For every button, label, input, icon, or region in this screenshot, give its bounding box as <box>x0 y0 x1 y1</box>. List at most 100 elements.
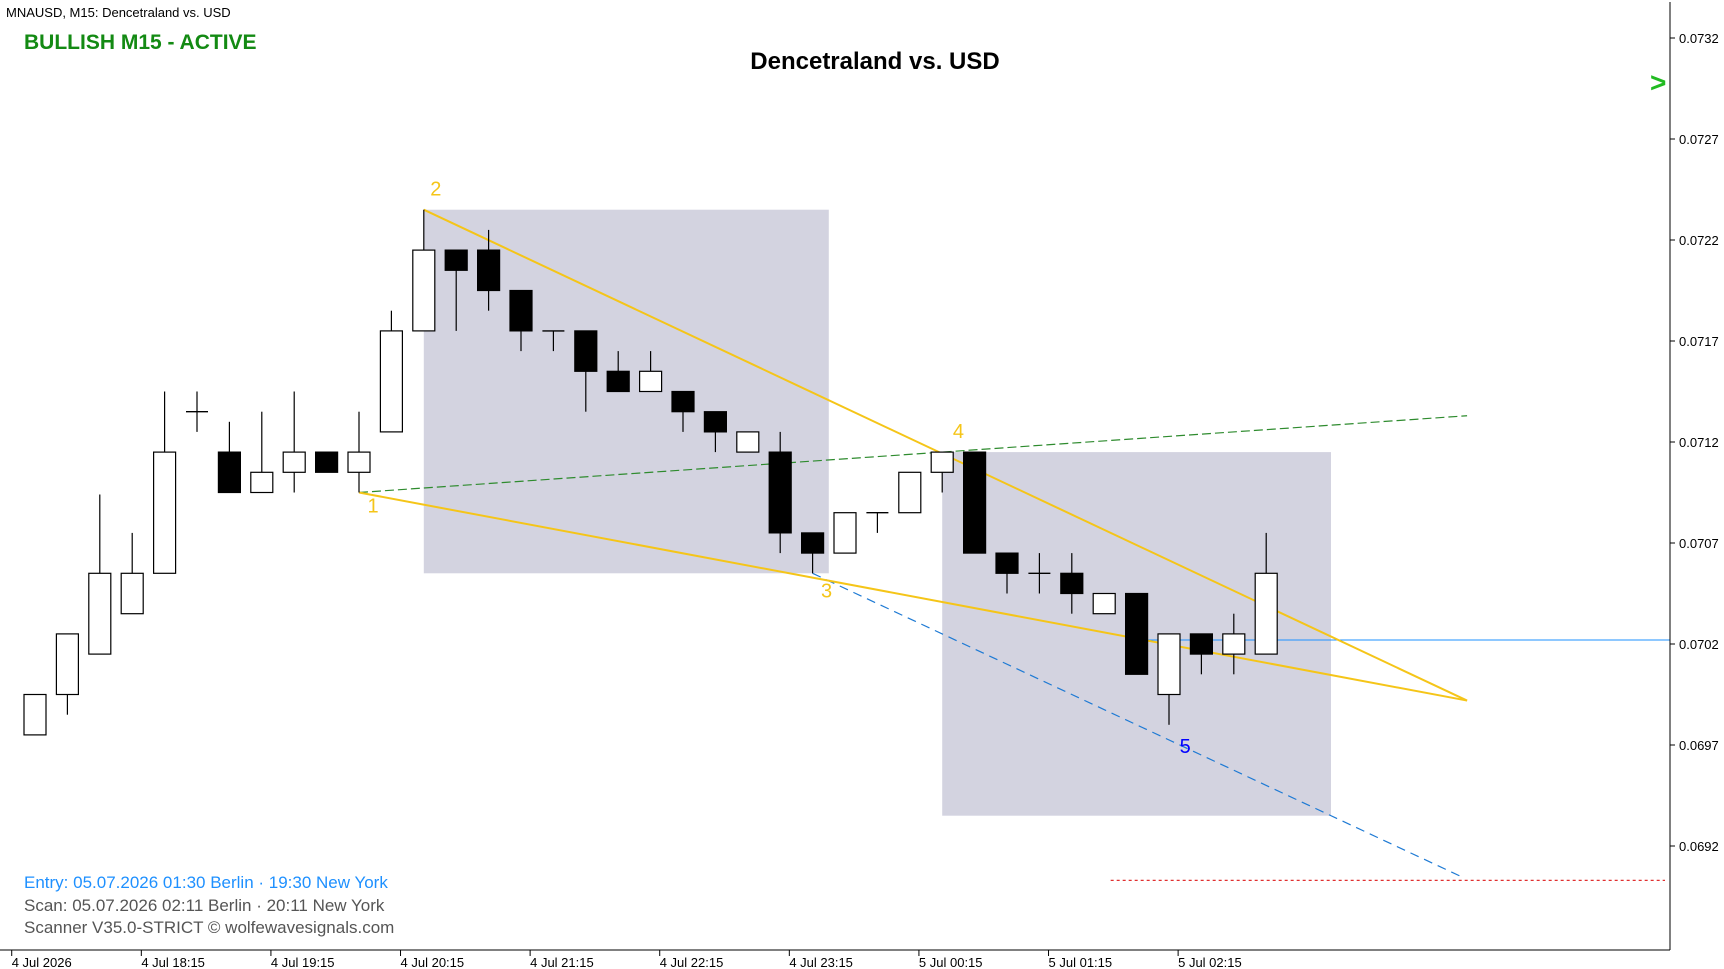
price-tick-label: 0.0722 <box>1679 233 1719 248</box>
candle-body <box>379 330 403 433</box>
candles <box>23 209 1278 736</box>
wave-label-5: 5 <box>1180 736 1191 758</box>
time-tick-label: 4 Jul 2026 <box>12 955 72 969</box>
candle-body <box>1254 572 1278 655</box>
candle <box>55 633 80 715</box>
candle-body <box>250 471 274 494</box>
wave-labels: 1 2 3 4 5 <box>367 179 1190 758</box>
candle <box>444 249 468 331</box>
candle <box>1189 633 1214 675</box>
time-tick-label: 4 Jul 22:15 <box>660 955 724 969</box>
time-tick-label: 4 Jul 18:15 <box>141 955 205 969</box>
candle-body <box>671 390 695 413</box>
candle <box>88 494 112 655</box>
candle-body <box>995 552 1019 574</box>
candle <box>606 351 630 393</box>
candle-body <box>477 249 501 292</box>
candle <box>23 693 47 736</box>
price-tick-label: 0.0727 <box>1679 132 1719 147</box>
candle <box>800 532 825 574</box>
candle <box>638 351 663 393</box>
candle-body <box>574 330 598 372</box>
candle <box>1092 592 1116 615</box>
candle <box>347 411 371 493</box>
candle-body <box>898 471 922 514</box>
candle <box>153 391 177 574</box>
price-tick-label: 0.0707 <box>1679 536 1719 551</box>
time-tick-label: 4 Jul 23:15 <box>789 955 853 969</box>
candle-body <box>412 249 436 332</box>
scan-info: Scan: 05.07.2026 02:11 Berlin · 20:11 Ne… <box>24 896 385 915</box>
candle <box>768 431 792 554</box>
price-tick-label: 0.0732 <box>1679 31 1719 46</box>
candle <box>995 552 1019 594</box>
entry-info: Entry: 05.07.2026 01:30 Berlin · 19:30 N… <box>24 873 388 892</box>
candle-body <box>1092 592 1116 615</box>
time-tick-label: 5 Jul 01:15 <box>1049 955 1113 969</box>
price-axis[interactable]: 0.0732 0.0727 0.0722 0.0717 0.0712 0.0707 0.07… <box>1670 31 1719 854</box>
candle-body <box>736 431 760 453</box>
candle <box>1157 633 1181 725</box>
price-tick-label: 0.0717 <box>1679 334 1719 349</box>
candle <box>898 471 922 514</box>
candle <box>1124 592 1149 675</box>
time-tick-label: 4 Jul 21:15 <box>530 955 594 969</box>
candle-body <box>1124 592 1149 675</box>
candle-body <box>153 451 177 574</box>
candle <box>1222 613 1246 675</box>
candle-body <box>962 451 987 554</box>
candle <box>1028 553 1051 594</box>
scanner-info: Scanner V35.0-STRICT © wolfewavesignals.… <box>24 918 394 937</box>
candle-body <box>768 451 792 534</box>
candle <box>1254 532 1278 655</box>
candle-body <box>23 693 47 736</box>
time-tick-label: 5 Jul 00:15 <box>919 955 983 969</box>
candle <box>282 391 306 493</box>
wave-label-4: 4 <box>953 421 964 443</box>
wave-label-3: 3 <box>821 580 832 602</box>
candle <box>574 330 598 412</box>
candle <box>736 431 760 453</box>
time-axis[interactable]: 4 Jul 2026 4 Jul 18:15 4 Jul 19:15 4 Jul 20… <box>11 950 1242 969</box>
candle <box>250 411 274 494</box>
candle <box>509 289 533 352</box>
candle <box>315 451 339 473</box>
price-tick-label: 0.0692 <box>1679 839 1719 854</box>
candle-body <box>703 411 728 433</box>
candle-body <box>930 451 954 473</box>
candle <box>703 411 728 453</box>
candle <box>412 209 436 332</box>
time-tick-label: 4 Jul 19:15 <box>271 955 335 969</box>
time-tick-label: 4 Jul 20:15 <box>401 955 465 969</box>
candle-body <box>1157 633 1181 696</box>
candle-body <box>444 249 468 271</box>
price-tick-label: 0.0702 <box>1679 637 1719 652</box>
wedge-lower-line <box>358 491 1468 702</box>
candle-body <box>120 572 144 615</box>
candle-body <box>638 370 663 393</box>
candle <box>671 390 695 432</box>
signal-arrow-icon: > <box>1650 67 1666 98</box>
candle <box>542 330 565 352</box>
time-tick-label: 5 Jul 02:15 <box>1178 955 1242 969</box>
candle <box>930 451 954 493</box>
candle <box>833 512 857 554</box>
target-line-1-4 <box>358 415 1468 494</box>
candle-body <box>509 289 533 332</box>
candle <box>186 391 208 432</box>
candle-body <box>217 451 241 494</box>
symbol-label: MNAUSD, M15: Dencetraland vs. USD <box>6 5 231 20</box>
wave-label-1: 1 <box>367 496 378 518</box>
candle-body <box>833 512 857 554</box>
candle <box>120 532 144 615</box>
candle-body <box>800 532 825 554</box>
candle <box>477 229 501 311</box>
candle-body <box>315 451 339 473</box>
candle <box>217 421 241 494</box>
candle-body <box>606 370 630 393</box>
candle-body <box>1189 633 1214 655</box>
candle-body <box>1222 633 1246 655</box>
candle-body <box>282 451 306 473</box>
candle-body <box>55 633 80 696</box>
